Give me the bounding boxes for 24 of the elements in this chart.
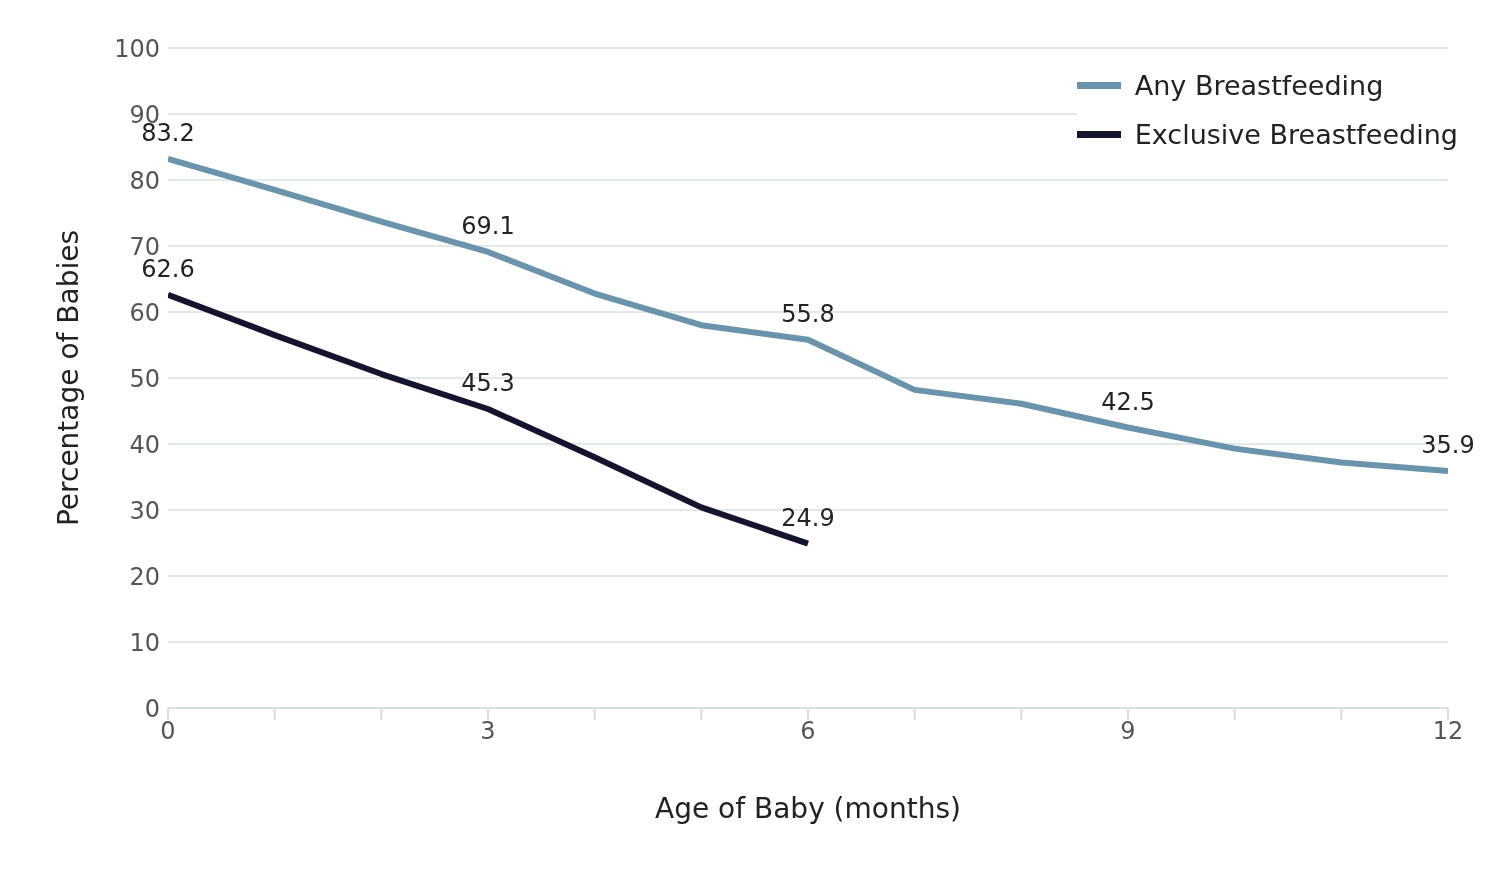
x-tick-label: 12 — [1432, 717, 1464, 746]
y-axis-title: Percentage of Babies — [51, 229, 85, 527]
data-label: 62.6 — [141, 254, 195, 283]
y-tick-label: 50 — [129, 364, 160, 393]
y-tick-label: 0 — [144, 694, 160, 723]
y-tick-label: 20 — [129, 562, 160, 591]
data-label: 35.9 — [1421, 431, 1475, 460]
y-tick-label: 80 — [129, 166, 160, 195]
y-tick-label: 10 — [129, 628, 160, 657]
y-tick-label: 30 — [129, 496, 160, 525]
y-tick-label: 40 — [129, 430, 160, 459]
data-label: 55.8 — [781, 299, 835, 328]
data-label: 24.9 — [781, 503, 835, 532]
y-tick-label: 100 — [114, 34, 160, 63]
x-tick-label: 6 — [800, 717, 816, 746]
y-tick-label: 60 — [129, 298, 160, 327]
data-label: 42.5 — [1101, 387, 1155, 416]
x-tick-label: 9 — [1120, 717, 1136, 746]
data-label: 45.3 — [461, 369, 515, 398]
data-label: 69.1 — [461, 211, 515, 240]
x-axis-title: Age of Baby (months) — [655, 792, 961, 825]
x-tick-label: 3 — [480, 717, 496, 746]
legend-label: Any Breastfeeding — [1134, 70, 1384, 101]
legend-label: Exclusive Breastfeeding — [1134, 119, 1458, 150]
